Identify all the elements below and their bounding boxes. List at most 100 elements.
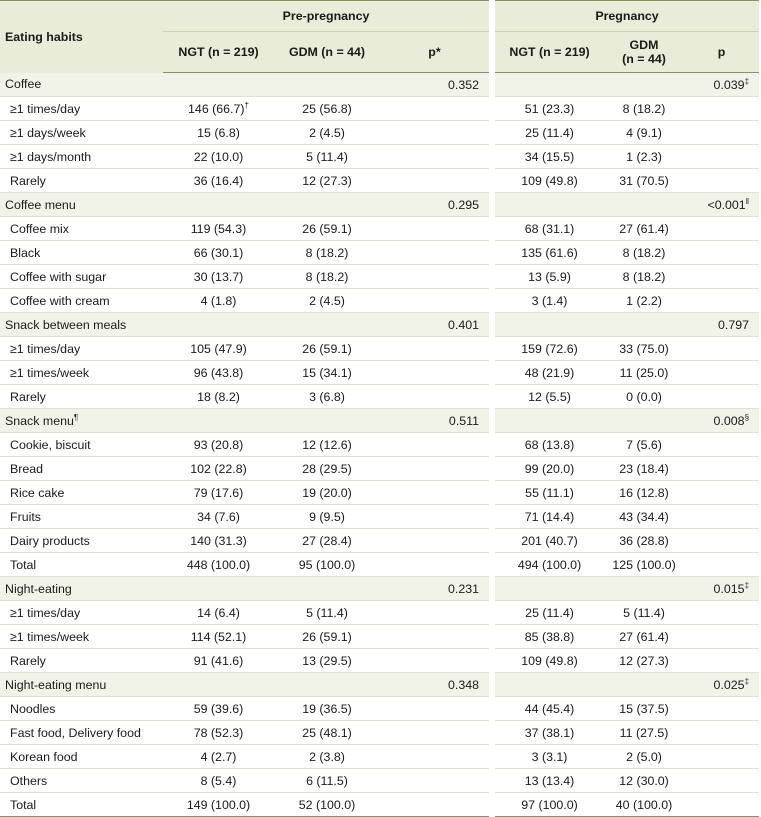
gdm-pre-cell: 25 (56.8) bbox=[274, 96, 380, 121]
gdm-pre-cell: 52 (100.0) bbox=[274, 792, 380, 817]
gdm-preg-cell bbox=[604, 576, 685, 601]
gdm-pre-cell: 5 (11.4) bbox=[274, 600, 380, 625]
row-label-text: Coffee with sugar bbox=[10, 269, 107, 284]
footnote-mark: ‡ bbox=[744, 676, 750, 686]
row-label: Noodles bbox=[0, 696, 163, 721]
row-label-text: Rice cake bbox=[10, 485, 65, 500]
ngt-pre-cell-text: 146 (66.7) bbox=[188, 101, 245, 116]
ngt-pre-cell: 91 (41.6) bbox=[163, 648, 274, 673]
ngt-preg-cell-text: 25 (11.4) bbox=[525, 125, 574, 140]
gdm-preg-cell: 7 (5.6) bbox=[604, 432, 685, 457]
ngt-preg-cell-text: 159 (72.6) bbox=[521, 341, 578, 356]
gdm-pre-cell: 12 (12.6) bbox=[274, 432, 380, 457]
ngt-preg-cell-text: 34 (15.5) bbox=[524, 149, 575, 164]
gdm-pre-cell-text: 15 (34.1) bbox=[302, 365, 352, 380]
gdm-pre-cell: 19 (20.0) bbox=[274, 480, 380, 505]
ngt-pre-cell: 119 (54.3) bbox=[163, 216, 274, 241]
gdm-preg-cell-text: 27 (61.4) bbox=[619, 629, 669, 644]
footnote-mark: § bbox=[744, 412, 750, 422]
ngt-pre-cell: 34 (7.6) bbox=[163, 504, 274, 529]
ngt-pre-cell: 30 (13.7) bbox=[163, 264, 274, 289]
ngt-preg-cell-text: 25 (11.4) bbox=[525, 605, 574, 620]
gdm-pre-cell bbox=[274, 408, 380, 433]
category-row: Snack between meals 0.401 0.797 bbox=[0, 312, 760, 337]
gdm-preg-cell-text: 8 (18.2) bbox=[622, 101, 666, 116]
ngt-pre-cell bbox=[163, 576, 274, 601]
table-row: Coffee with sugar 30 (13.7) 8 (18.2) 13 (5.… bbox=[0, 264, 760, 289]
table-row: ≥1 days/month 22 (10.0) 5 (11.4) 34 (15.5) 1… bbox=[0, 144, 760, 169]
ngt-preg-cell: 135 (61.6) bbox=[489, 240, 605, 265]
gdm-preg-cell bbox=[604, 312, 685, 337]
ngt-pre-cell: 93 (20.8) bbox=[163, 432, 274, 457]
gdm-preg-cell-text: 1 (2.3) bbox=[626, 149, 662, 164]
footnote-mark: ¶ bbox=[73, 412, 79, 422]
ngt-pre-cell-text: 102 (22.8) bbox=[190, 461, 247, 476]
row-label-text: Coffee mix bbox=[10, 221, 69, 236]
gdm-pre-cell: 27 (28.4) bbox=[274, 528, 380, 553]
table-row: ≥1 times/week 114 (52.1) 26 (59.1) 85 (38.8… bbox=[0, 624, 760, 649]
row-label-text: Dairy products bbox=[10, 533, 90, 548]
ngt-preg-cell: 97 (100.0) bbox=[489, 792, 605, 817]
row-label: Total bbox=[0, 792, 163, 817]
gdm-pre-cell-text: 12 (12.6) bbox=[302, 437, 352, 452]
gdm-pre-cell: 13 (29.5) bbox=[274, 648, 380, 673]
gdm-preg-cell-text: 5 (11.4) bbox=[623, 605, 665, 620]
p-pre-cell bbox=[380, 528, 493, 553]
ngt-pre-cell-text: 15 (6.8) bbox=[197, 125, 240, 140]
gdm-preg-cell bbox=[604, 408, 685, 433]
col-header-gdm-preg: GDM (n = 44) bbox=[604, 31, 685, 73]
row-label: Fruits bbox=[0, 504, 163, 529]
table-row: Total 448 (100.0) 95 (100.0) 494 (100.0) 125… bbox=[0, 552, 760, 577]
p-pre-cell bbox=[380, 552, 493, 577]
col-header-p-preg: p bbox=[684, 31, 760, 73]
gdm-preg-cell: 33 (75.0) bbox=[604, 336, 685, 361]
p-preg-cell bbox=[684, 624, 760, 649]
row-label: Snack between meals bbox=[0, 312, 163, 337]
ngt-pre-cell: 149 (100.0) bbox=[163, 792, 274, 817]
ngt-preg-cell: 71 (14.4) bbox=[489, 504, 605, 529]
row-label-text: Total bbox=[10, 557, 37, 572]
row-label-text: Coffee bbox=[5, 77, 42, 92]
gdm-preg-cell-text: 33 (75.0) bbox=[619, 341, 669, 356]
table-row: Dairy products 140 (31.3) 27 (28.4) 201 (40… bbox=[0, 528, 760, 553]
p-preg-cell bbox=[684, 768, 760, 793]
p-preg-cell bbox=[684, 456, 760, 481]
gdm-pre-cell bbox=[274, 576, 380, 601]
ngt-preg-cell: 25 (11.4) bbox=[489, 600, 605, 625]
table-row: Rarely 91 (41.6) 13 (29.5) 109 (49.8) 12 (27… bbox=[0, 648, 760, 673]
ngt-pre-cell-text: 66 (30.1) bbox=[193, 245, 244, 260]
gdm-preg-cell: 31 (70.5) bbox=[604, 168, 685, 193]
col-header-gdm-pre: GDM (n = 44) bbox=[274, 31, 380, 73]
col-header-gdm-preg-line1: GDM bbox=[629, 38, 659, 52]
gdm-preg-cell: 8 (18.2) bbox=[604, 240, 685, 265]
p-preg-cell bbox=[684, 600, 760, 625]
ngt-pre-cell: 96 (43.8) bbox=[163, 360, 274, 385]
ngt-preg-cell-text: 51 (23.3) bbox=[524, 101, 575, 116]
category-row: Night-eating menu 0.348 0.025‡ bbox=[0, 672, 760, 697]
row-label: Night-eating menu bbox=[0, 672, 163, 697]
gdm-pre-cell-text: 2 (3.8) bbox=[309, 749, 345, 764]
table-row: Fast food, Delivery food 78 (52.3) 25 (48.… bbox=[0, 720, 760, 745]
row-label: Coffee mix bbox=[0, 216, 163, 241]
gdm-pre-cell: 95 (100.0) bbox=[274, 552, 380, 577]
row-label-text: Bread bbox=[10, 461, 44, 476]
gdm-pre-cell: 26 (59.1) bbox=[274, 216, 380, 241]
p-preg-cell bbox=[684, 552, 760, 577]
row-label: Rarely bbox=[0, 384, 163, 409]
ngt-pre-cell-text: 14 (6.4) bbox=[197, 605, 240, 620]
ngt-pre-cell-text: 34 (7.6) bbox=[197, 509, 240, 524]
gdm-preg-cell-text: 2 (5.0) bbox=[626, 749, 662, 764]
gdm-pre-cell-text: 19 (36.5) bbox=[302, 701, 352, 716]
p-preg-cell-text: 0.025 bbox=[713, 677, 745, 692]
gdm-pre-cell-text: 8 (18.2) bbox=[305, 269, 349, 284]
ngt-preg-cell bbox=[489, 408, 605, 433]
row-label-text: Snack menu bbox=[5, 413, 74, 428]
p-preg-cell: 0.015‡ bbox=[684, 576, 760, 601]
row-label: Others bbox=[0, 768, 163, 793]
p-pre-cell: 0.352 bbox=[380, 72, 493, 97]
ngt-pre-cell: 4 (2.7) bbox=[163, 744, 274, 769]
p-pre-cell bbox=[380, 744, 493, 769]
ngt-preg-cell: 494 (100.0) bbox=[489, 552, 605, 577]
gdm-preg-cell: 8 (18.2) bbox=[604, 264, 685, 289]
